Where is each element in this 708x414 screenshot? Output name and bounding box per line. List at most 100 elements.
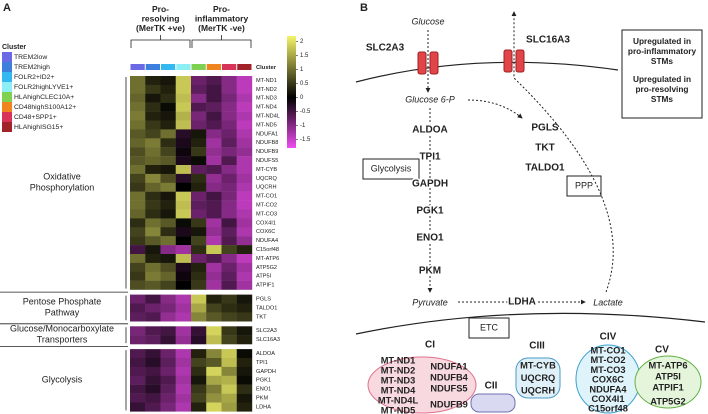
enzyme: TALDO1 xyxy=(525,163,565,174)
heat-cell xyxy=(160,156,176,166)
column-group-line: Pro- xyxy=(152,4,169,14)
heat-cell xyxy=(160,93,176,103)
row-label: ALDOA xyxy=(256,351,275,357)
heat-cell xyxy=(130,129,146,139)
heat-cell xyxy=(175,312,192,322)
heat-cell xyxy=(175,280,192,290)
column-group-line: inflammatory xyxy=(195,14,249,24)
etc-gene: COX6C xyxy=(592,375,624,385)
row-label: PKM xyxy=(256,396,268,402)
panel-label: B xyxy=(360,2,368,14)
row-label: MT-CYB xyxy=(256,167,277,173)
heat-cell xyxy=(236,236,253,246)
heat-cell xyxy=(221,312,237,322)
heat-cell xyxy=(236,375,253,385)
row-label: MT-CO1 xyxy=(256,194,277,200)
heat-cell xyxy=(191,254,207,264)
heat-cell xyxy=(145,402,161,412)
heat-cell xyxy=(130,156,146,166)
heat-cell xyxy=(145,138,161,148)
heat-cell xyxy=(175,271,192,281)
legend-label: TREM2high xyxy=(14,64,50,71)
heat-cell xyxy=(175,227,192,237)
etc-gene: MT-CO3 xyxy=(590,365,625,375)
heat-cell xyxy=(206,84,222,94)
row-label: TALDO1 xyxy=(256,305,277,311)
heat-cell xyxy=(236,254,253,264)
heat-cell xyxy=(236,129,253,139)
strip-label: Cluster xyxy=(256,65,277,71)
colorbar-tick-label: -0.5 xyxy=(300,109,311,115)
heat-cell xyxy=(130,294,146,304)
row-label: MT-ND2 xyxy=(256,87,277,93)
heat-cell xyxy=(160,147,176,157)
etc-gene: NDUFB4 xyxy=(430,372,469,382)
heat-cell xyxy=(221,165,237,175)
heat-cell xyxy=(175,236,192,246)
transporter xyxy=(429,51,439,75)
cluster-strip xyxy=(237,64,252,70)
transporter-label: SLC16A3 xyxy=(526,35,570,46)
heat-cell xyxy=(130,227,146,237)
heat-cell xyxy=(236,147,253,157)
heat-cell xyxy=(145,375,161,385)
heat-cell xyxy=(191,245,207,255)
heat-cell xyxy=(191,358,207,368)
heat-cell xyxy=(236,366,253,376)
etc-gene: UQCRH xyxy=(521,385,555,395)
heat-cell xyxy=(191,200,207,210)
heat-cell xyxy=(236,384,253,394)
heat-cell xyxy=(221,349,237,359)
heat-cell xyxy=(160,366,176,376)
arrow xyxy=(511,11,614,293)
heat-cell xyxy=(175,173,192,183)
heat-cell xyxy=(236,349,253,359)
colorbar-tick-label: 0.5 xyxy=(300,81,309,87)
legend-title: Cluster xyxy=(2,44,26,51)
heat-cell xyxy=(221,120,237,130)
row-label: MT-ND4L xyxy=(256,114,280,120)
heat-cell xyxy=(145,280,161,290)
heat-cell xyxy=(145,271,161,281)
heat-cell xyxy=(221,358,237,368)
row-label: LDHA xyxy=(256,404,271,410)
heat-cell xyxy=(130,262,146,272)
heat-cell xyxy=(145,393,161,403)
heat-cell xyxy=(145,254,161,264)
etc-gene: NDUFA4 xyxy=(589,384,627,394)
mito-membrane xyxy=(355,312,706,335)
heat-cell xyxy=(175,218,192,228)
heat-cell xyxy=(160,294,176,304)
row-label: MT-ND1 xyxy=(256,78,277,84)
heat-cell xyxy=(236,209,253,219)
heat-cell xyxy=(221,218,237,228)
heat-cell xyxy=(206,191,222,201)
heat-cell xyxy=(130,384,146,394)
heat-cell xyxy=(191,173,207,183)
heat-cell xyxy=(206,271,222,281)
etc-gene: ATPIF1 xyxy=(652,382,683,392)
etc-gene: MT-CO1 xyxy=(590,345,625,355)
heat-cell xyxy=(130,271,146,281)
heat-cell xyxy=(160,335,176,345)
heat-cell xyxy=(175,375,192,385)
row-label: SLC2A3 xyxy=(256,328,277,334)
heat-cell xyxy=(236,111,253,121)
cluster-strip xyxy=(206,64,221,70)
heat-cell xyxy=(160,120,176,130)
colorbar-tick-label: 0 xyxy=(300,95,304,101)
heat-cell xyxy=(130,147,146,157)
heat-cell xyxy=(206,303,222,313)
pathway-label: ETC xyxy=(480,322,499,332)
heat-cell xyxy=(130,209,146,219)
heat-cell xyxy=(160,182,176,192)
heat-cell xyxy=(206,294,222,304)
heat-cell xyxy=(221,236,237,246)
etc-gene: UQCRQ xyxy=(521,373,556,383)
heat-cell xyxy=(221,200,237,210)
etc-gene: MT-ND5 xyxy=(381,405,416,414)
complex-label: CV xyxy=(655,345,669,356)
column-group-title: Pro-resolving (MerTK +ve) xyxy=(136,4,185,33)
heat-cell xyxy=(221,209,237,219)
heat-cell xyxy=(221,375,237,385)
